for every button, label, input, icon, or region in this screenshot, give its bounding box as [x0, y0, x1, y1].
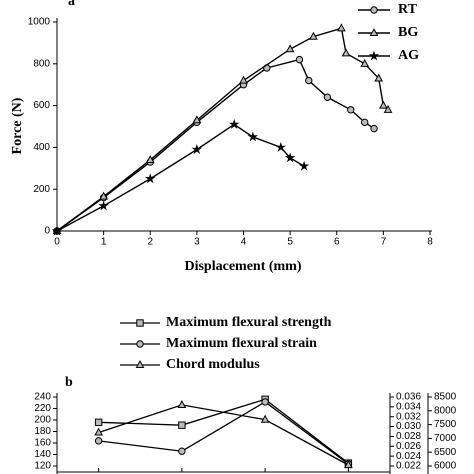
marker	[94, 418, 103, 427]
marker	[298, 160, 310, 171]
marker	[341, 48, 351, 57]
marker	[347, 106, 355, 114]
y-tick-label: 7000	[434, 433, 457, 444]
y-tick-label: 200	[33, 184, 50, 195]
y-tick-label: 220	[34, 403, 51, 414]
marker	[323, 93, 332, 101]
legend-label: Maximum flexural strain	[166, 336, 317, 351]
x-tick-label: 6	[334, 237, 340, 248]
x-tick-label: 5	[287, 237, 293, 248]
x-tick-label: 3	[194, 237, 200, 248]
y-tick-label: 8000	[434, 405, 457, 416]
y-tick-label: 0.030	[396, 421, 421, 432]
y-tick-label: 0.028	[396, 431, 421, 442]
marker	[260, 414, 270, 423]
y-tick-label: 400	[33, 142, 50, 153]
marker	[305, 76, 313, 85]
marker	[178, 421, 186, 429]
x-tick-label: 7	[381, 237, 387, 248]
marker	[136, 319, 144, 327]
y-tick-label: 800	[33, 58, 50, 69]
marker	[177, 400, 187, 408]
marker	[309, 31, 318, 40]
marker	[370, 124, 378, 133]
x-tick-label: 8	[427, 237, 433, 248]
marker	[51, 225, 63, 236]
marker	[94, 437, 103, 445]
y-tick-label: 0.036	[396, 392, 421, 403]
marker	[191, 143, 203, 154]
marker	[145, 173, 156, 184]
panel-label: b	[65, 375, 73, 390]
series-line	[98, 401, 349, 465]
series-line	[56, 123, 305, 232]
y-tick-label: 160	[34, 438, 51, 449]
x-tick-label: 2	[147, 237, 153, 248]
y-tick-label: 7500	[434, 419, 457, 430]
y-tick-label: 140	[34, 449, 51, 460]
y-tick-label: 240	[34, 392, 51, 403]
marker	[99, 191, 108, 200]
marker	[285, 44, 295, 53]
series-line	[98, 398, 349, 464]
marker	[239, 75, 248, 84]
marker	[379, 100, 388, 109]
marker	[178, 447, 186, 455]
marker	[361, 118, 369, 127]
x-tick-label: 0	[54, 237, 60, 248]
y-tick-label: 0	[44, 226, 50, 237]
y-tick-label: 600	[33, 100, 50, 111]
y-tick-label: 0.034	[396, 401, 421, 412]
marker	[337, 23, 346, 32]
marker	[145, 155, 155, 163]
marker	[344, 460, 353, 469]
y-tick-label: 8500	[434, 392, 457, 403]
y-tick-label: 120	[34, 461, 51, 472]
legend-label: AG	[398, 48, 419, 63]
series-line	[98, 404, 349, 466]
marker	[295, 55, 304, 64]
series-line	[56, 27, 389, 232]
marker	[374, 73, 384, 82]
x-tick-label: 1	[101, 237, 107, 248]
marker	[383, 104, 393, 113]
marker	[136, 340, 144, 348]
y-tick-label: 0.026	[396, 441, 421, 452]
y-tick-label: 0.022	[396, 461, 421, 472]
legend-label: Maximum flexural strength	[166, 315, 332, 330]
y-tick-label: 6500	[434, 447, 457, 458]
legend-label: Chord modulus	[166, 357, 260, 372]
y-axis-title: Force (N)	[10, 97, 25, 154]
x-axis-title: Displacement (mm)	[184, 259, 301, 274]
marker	[275, 141, 287, 152]
marker	[261, 398, 269, 406]
y-tick-label: 200	[34, 415, 51, 426]
x-tick-label: 4	[241, 237, 247, 248]
legend-label: RT	[398, 2, 418, 17]
marker	[360, 58, 370, 67]
marker	[98, 200, 109, 211]
panel-label: a	[68, 0, 75, 9]
y-tick-label: 180	[34, 426, 51, 437]
marker	[94, 427, 103, 436]
marker	[135, 360, 145, 369]
marker	[192, 115, 202, 124]
y-tick-label: 0.032	[396, 411, 421, 422]
marker	[247, 131, 259, 142]
y-tick-label: 6000	[434, 461, 457, 472]
y-tick-label: 0.024	[396, 451, 421, 462]
marker	[368, 50, 380, 61]
marker	[370, 6, 378, 14]
y-tick-label: 1000	[28, 17, 51, 28]
legend-label: BG	[398, 25, 418, 40]
marker	[369, 28, 379, 37]
marker	[284, 152, 296, 163]
marker	[228, 118, 240, 129]
